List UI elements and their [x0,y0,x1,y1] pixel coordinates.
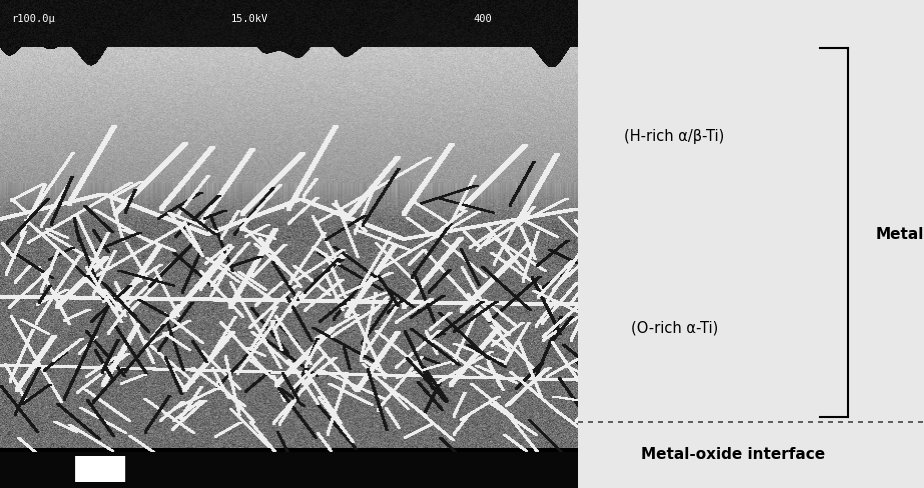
Text: 400: 400 [473,14,492,23]
Text: 15.0kV: 15.0kV [231,14,269,23]
Text: (H-rich α/β-Ti): (H-rich α/β-Ti) [625,129,724,144]
Text: r100.0μ: r100.0μ [11,14,55,23]
Text: Metal: Metal [876,227,924,242]
Text: (O-rich α-Ti): (O-rich α-Ti) [631,320,718,334]
Text: Metal-oxide interface: Metal-oxide interface [641,447,825,461]
